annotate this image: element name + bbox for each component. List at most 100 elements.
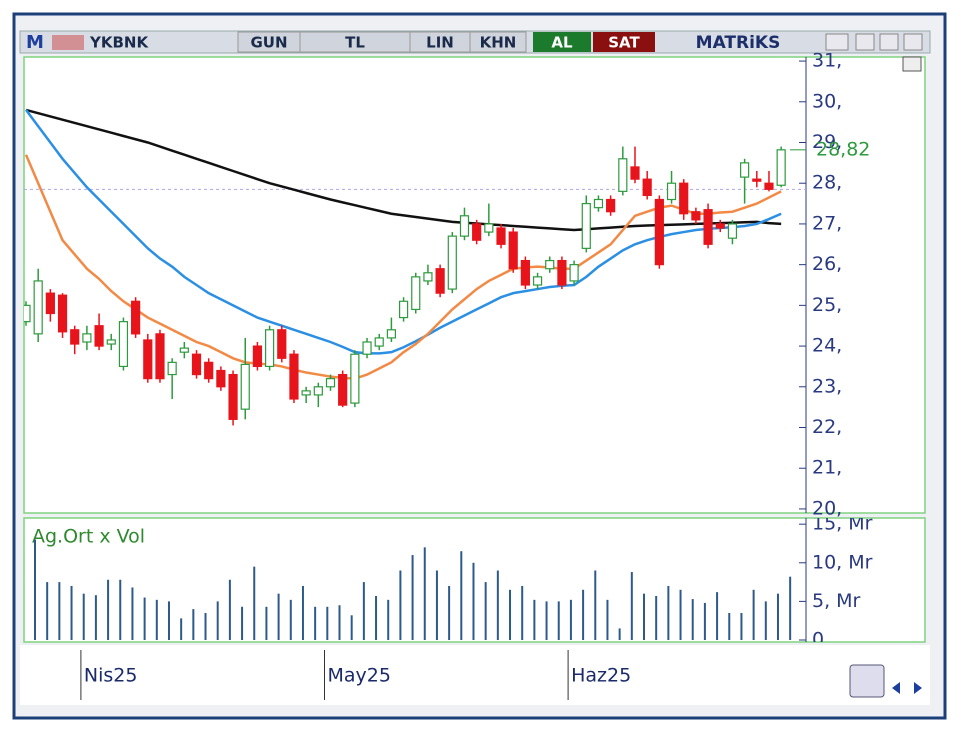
candle-body — [191, 353, 202, 376]
close-button[interactable] — [903, 33, 923, 51]
y-tick-label: 24, — [812, 335, 842, 357]
candle-body — [33, 280, 43, 335]
y-tick-label: 31, — [812, 50, 842, 72]
volume-bar — [484, 582, 487, 640]
candle-body — [374, 337, 384, 347]
candle-body — [642, 178, 652, 197]
candle-body — [581, 202, 591, 249]
scroll-left[interactable] — [892, 682, 900, 694]
symbol[interactable]: YKBNK — [89, 34, 149, 52]
button-label[interactable]: GUN — [250, 34, 287, 52]
y-tick-label: 5, Mr — [812, 590, 861, 612]
volume-bar — [70, 585, 73, 640]
volume-bar — [180, 618, 183, 640]
candle-body — [228, 373, 238, 420]
candle-body — [666, 182, 677, 201]
volume-bar — [131, 587, 134, 640]
panel-title: Ag.Ort x Vol — [32, 526, 145, 548]
candle-body — [411, 276, 421, 311]
volume-bar — [338, 605, 341, 640]
candle-body — [459, 215, 470, 237]
candle-body — [508, 231, 518, 270]
candle-body — [727, 223, 738, 239]
y-tick-label: 0 — [812, 629, 824, 651]
volume-bar — [643, 593, 645, 640]
brand: MATRiKS — [696, 33, 781, 53]
sell-button[interactable] — [593, 32, 655, 52]
candle-body — [740, 162, 750, 178]
y-tick-label: 10, Mr — [812, 551, 873, 573]
candle-body — [118, 321, 129, 368]
candle-body — [752, 178, 762, 182]
refresh-button[interactable] — [849, 664, 885, 698]
candle-body — [325, 378, 336, 388]
candle-body — [301, 390, 311, 396]
button-label[interactable]: TL — [345, 34, 365, 52]
y-tick-label: 23, — [812, 375, 842, 397]
button[interactable] — [469, 31, 527, 53]
volume-bar — [155, 599, 158, 640]
candle-body — [496, 227, 506, 245]
volume-bar — [362, 582, 365, 640]
candle-body — [70, 329, 80, 345]
volume-bar — [545, 601, 548, 640]
volume-bar — [533, 599, 536, 640]
date-axis — [20, 645, 930, 705]
volume-bar — [107, 579, 110, 640]
candle-body — [447, 235, 457, 290]
x-tick-label: Haz25 — [571, 665, 631, 687]
y-tick-label: 20, — [812, 497, 842, 519]
volume-bar — [277, 593, 280, 640]
candle-body — [618, 158, 628, 192]
candle-body — [45, 292, 55, 315]
button-label[interactable]: LIN — [426, 34, 454, 52]
symbol-icon[interactable] — [52, 35, 84, 50]
candle-body — [57, 294, 68, 333]
sell-label[interactable]: SAT — [608, 34, 640, 52]
volume-bar — [301, 585, 304, 640]
candle-body — [630, 166, 640, 180]
volume-bar — [740, 612, 743, 640]
y-tick-label: 28, — [812, 172, 842, 194]
candle-body — [435, 268, 445, 294]
minimize-button[interactable] — [855, 33, 875, 51]
volume-bar — [387, 599, 390, 640]
volume-bar — [314, 606, 317, 640]
buy-button[interactable] — [533, 32, 591, 52]
candle-body — [289, 353, 299, 400]
candle-body — [106, 339, 116, 345]
panel-button[interactable] — [902, 56, 922, 72]
candle-body — [398, 300, 409, 319]
volume-bar — [703, 602, 706, 640]
volume-bar — [569, 599, 572, 640]
volume-bar — [167, 601, 170, 640]
volume-bar — [496, 570, 499, 640]
y-tick-label: 29, — [812, 131, 842, 153]
dropdown-button[interactable] — [825, 33, 849, 51]
button-label[interactable]: KHN — [480, 34, 517, 52]
candle-body — [691, 211, 701, 221]
buy-label[interactable]: AL — [551, 34, 573, 52]
volume-bar — [557, 601, 560, 640]
volume-bar — [399, 570, 402, 640]
y-tick-label: 30, — [812, 90, 842, 112]
candle-body — [484, 223, 494, 233]
volume-bar — [375, 595, 378, 640]
last-price-label: 28,82 — [816, 138, 870, 160]
candle-body — [472, 223, 482, 241]
volume-bar — [509, 589, 512, 640]
volume-bar — [411, 555, 414, 640]
volume-bar — [192, 609, 195, 640]
volume-bar — [350, 615, 353, 640]
volume-bar — [716, 592, 719, 640]
maximize-button[interactable] — [879, 33, 899, 51]
logo: M — [26, 32, 44, 53]
candle-body — [703, 209, 713, 245]
volume-bar — [764, 601, 767, 640]
candle-body — [240, 363, 250, 410]
volume-bar — [521, 585, 524, 640]
y-tick-label: 21, — [812, 457, 842, 479]
axes: 20, 21, 22, 23, 24, 25, 26, 27, 28, 29, 30, 31, 28,8… — [80, 50, 870, 700]
scroll-right[interactable] — [914, 682, 922, 694]
